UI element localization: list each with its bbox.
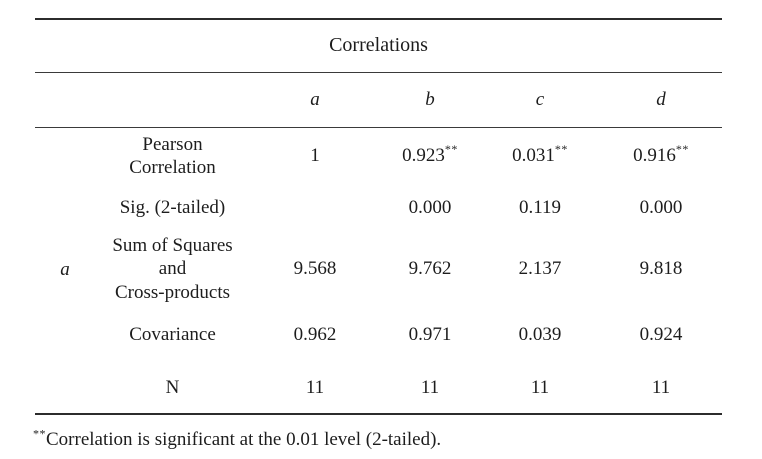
row-label-covariance: Covariance [95,307,250,362]
col-header-c: c [480,72,600,128]
cell-sscp-a: 9.568 [293,258,337,279]
label-line: N [165,376,180,398]
label-line: and [158,258,187,280]
header-spacer [35,72,250,128]
cell-sig-b: 0.000 [408,197,452,218]
col-header-a: a [250,72,380,128]
label-line: Pearson [142,134,203,156]
cell-covariance-b: 0.971 [408,323,452,345]
label-line: Cross-products [114,281,231,303]
col-header-b: b [380,72,480,128]
cell-covariance-d: 0.924 [639,323,683,345]
table-row: N 11 11 11 11 [35,362,722,414]
table-row: Sig. (2-tailed) 0.000 0.119 0.000 [35,185,722,231]
table-row: Sum of Squares and Cross-products 9.568 … [35,231,722,307]
cell-pearson-d: 0.916** [600,127,722,185]
table-row: Covariance 0.962 0.971 0.039 0.924 [35,307,722,362]
label-line: Covariance [129,323,216,345]
row-group-label: a [60,259,70,281]
row-label-pearson-correlation: Pearson Correlation [95,127,250,185]
table-row: a Pearson Correlation 1 0.923** 0.031** … [35,127,722,280]
cell-pearson-b: 0.923** [380,127,480,185]
cell-sscp-d: 9.818 [639,258,683,279]
label-line: Sum of Squares [112,235,233,257]
cell-sig-d: 0.000 [639,197,683,218]
column-header-row: a b c d [35,72,723,128]
table-title: Correlations [35,19,723,73]
cell-n-c: 11 [530,376,550,398]
footnote-marker: ** [33,426,46,441]
cell-pearson-a: 1 [250,127,380,185]
significance-marker: ** [554,141,568,156]
row-label-n: N [95,362,250,414]
cell-n-a: 11 [305,376,325,398]
label-line: Correlation [129,157,216,179]
cell-sig-a [250,185,380,231]
label-line: Sig. (2-tailed) [119,197,226,219]
row-label-sum-of-squares: Sum of Squares and Cross-products [95,231,250,307]
cell-pearson-c: 0.031** [480,127,600,185]
title-row: Correlations [35,19,723,73]
cell-value: 1 [310,145,320,167]
cell-covariance-c: 0.039 [518,323,562,345]
cell-value: 0.923 [402,145,445,167]
significance-marker: ** [675,141,689,156]
footnote-text: Correlation is significant at the 0.01 l… [46,429,442,450]
col-header-d: d [600,72,723,128]
cell-n-d: 11 [651,376,671,398]
cell-sscp-b: 9.762 [408,258,452,279]
cell-sscp-c: 2.137 [518,258,562,279]
cell-sig-c: 0.119 [518,197,562,218]
cell-covariance-a: 0.962 [293,323,337,345]
correlations-table: Correlations a b c d a Pearson Correlati… [35,18,723,415]
table-footnote: **Correlation is significant at the 0.01… [33,426,442,451]
cell-n-b: 11 [420,376,440,398]
cell-value: 0.031 [512,145,555,167]
cell-value: 0.916 [633,145,676,167]
significance-marker: ** [444,141,458,156]
row-label-sig-2-tailed: Sig. (2-tailed) [95,185,250,231]
